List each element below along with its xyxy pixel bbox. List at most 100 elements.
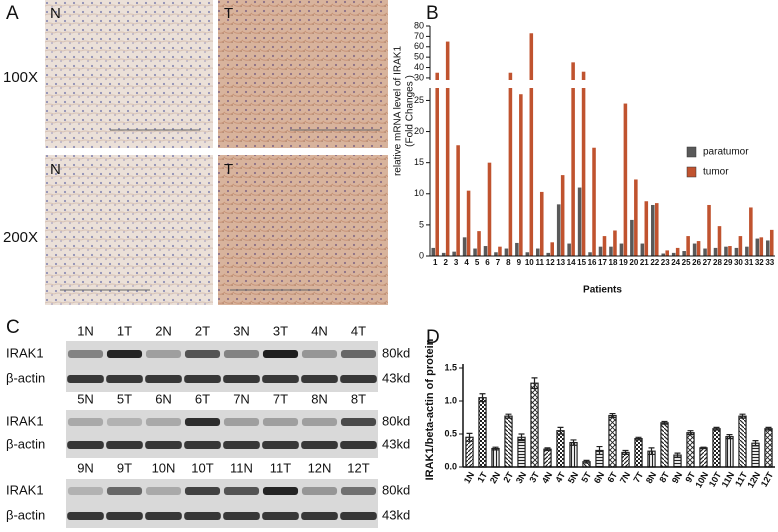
actin-band (106, 512, 143, 520)
x-tick-label: 5N (566, 470, 580, 485)
x-tick-label: 4T (553, 470, 567, 485)
x-tick-label: 11 (536, 258, 545, 267)
bar (504, 415, 513, 468)
histology-image (45, 0, 213, 148)
band-size: 43kd (382, 507, 410, 522)
x-tick-label: 5 (475, 258, 480, 267)
error-bar (661, 420, 668, 425)
actin-band (184, 375, 221, 383)
x-tick-label: 28 (713, 258, 722, 267)
x-tick-label: 25 (682, 258, 691, 267)
bar (665, 250, 669, 256)
actin-band (184, 512, 221, 520)
bar (483, 246, 488, 256)
bar (717, 226, 722, 256)
x-tick-label: 8N (644, 470, 658, 485)
x-tick-label: 30 (734, 258, 743, 267)
actin-band (145, 512, 182, 520)
x-tick-label: 8 (506, 258, 511, 267)
lane-label: 3T (273, 323, 288, 338)
histology-image (218, 155, 388, 305)
bar (725, 436, 734, 468)
y-axis-title: IRAK1/beta-actin of protein (424, 338, 436, 480)
lane-label: 1T (117, 323, 132, 338)
lane-label: 8N (311, 391, 328, 406)
bar (728, 246, 732, 256)
y-tick-label: 20 (414, 126, 424, 136)
x-tick-label: 11N (720, 470, 737, 489)
bar (703, 248, 707, 256)
actin-band (145, 375, 182, 383)
bar (608, 414, 617, 468)
bar (577, 187, 582, 256)
y-axis-title: (Fold Changes ) (405, 75, 416, 147)
actin-band (262, 375, 299, 383)
bar (759, 237, 764, 256)
actin-band (340, 512, 377, 520)
image-label: N (50, 161, 61, 178)
lane-label: 5T (117, 391, 132, 406)
x-tick-label: 8T (657, 470, 671, 485)
y-tick-label: 0.0 (444, 461, 457, 471)
image-label: T (224, 161, 233, 178)
actin-band (301, 441, 338, 449)
x-tick-label: 14 (567, 258, 576, 267)
protein-band (262, 487, 299, 495)
x-tick-label: 33 (765, 258, 774, 267)
lane-label: 6N (155, 391, 172, 406)
error-bar (505, 413, 512, 419)
error-bar (765, 426, 772, 431)
bar (491, 447, 500, 468)
band-label: β-actin (6, 507, 45, 522)
bar (619, 243, 624, 256)
actin-band (106, 441, 143, 449)
band-size: 80kd (382, 413, 410, 428)
bar (634, 438, 643, 468)
protein-band (145, 487, 182, 495)
x-tick-label: 3N (514, 470, 528, 485)
bar (686, 432, 695, 468)
protein-band (340, 418, 377, 426)
bar (682, 251, 686, 256)
bar (592, 147, 596, 256)
error-bar (492, 446, 499, 451)
y-tick-label: 10 (414, 188, 424, 198)
bar (504, 248, 509, 256)
actin-band (106, 375, 143, 383)
error-bar (674, 452, 681, 458)
actin-band (67, 512, 104, 520)
lane-label: 1N (77, 323, 94, 338)
bar (749, 207, 753, 256)
x-tick-label: 2N (488, 470, 502, 485)
blot-membrane (66, 479, 378, 528)
image-label: N (50, 5, 61, 22)
protein-band (301, 350, 338, 358)
lane-label: 10T (191, 460, 213, 475)
bar (707, 204, 711, 256)
y-tick-label: 40 (414, 62, 424, 72)
bar (494, 252, 498, 256)
blot-membrane (66, 410, 378, 458)
bar (466, 190, 471, 256)
error-bar (687, 430, 694, 436)
x-tick-label: 6T (605, 470, 619, 485)
x-tick-label: 7 (496, 258, 501, 267)
actin-band (67, 375, 104, 383)
error-bar (622, 449, 629, 456)
x-tick-label: 1T (475, 470, 489, 485)
x-tick-label: 26 (692, 258, 701, 267)
protein-band (145, 418, 182, 426)
y-tick-label: 5 (419, 219, 424, 229)
bar (515, 242, 519, 256)
bar (654, 203, 659, 256)
error-bar (479, 393, 486, 403)
error-bar (700, 446, 707, 450)
protein-band (262, 418, 299, 426)
bar (602, 236, 607, 256)
x-tick-label: 9N (670, 470, 684, 485)
x-tick-label: 4N (540, 470, 554, 485)
lane-label: 9T (117, 460, 132, 475)
error-bar (531, 377, 538, 390)
error-bar (570, 439, 577, 446)
bar (745, 246, 749, 256)
